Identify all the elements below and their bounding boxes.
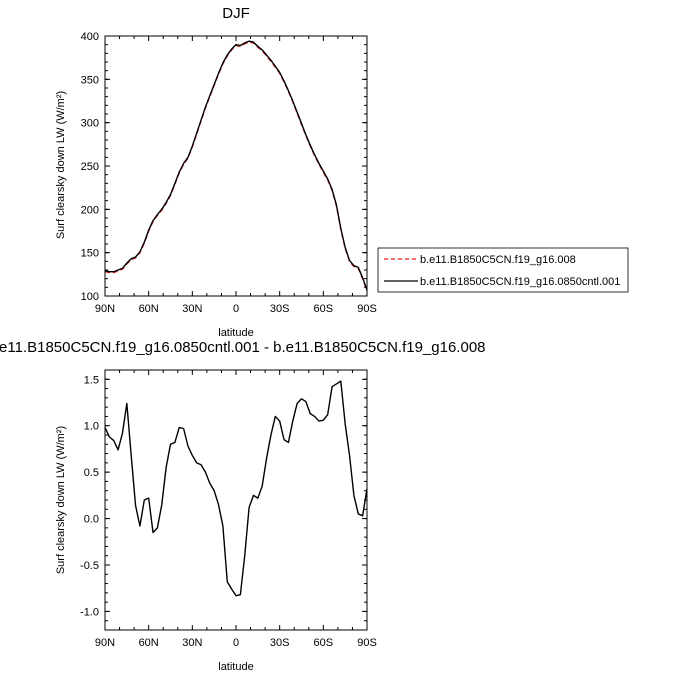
bottom-x-tick-label: 60N bbox=[139, 637, 159, 649]
bottom-y-tick-label: 1.0 bbox=[84, 421, 99, 433]
legend-box bbox=[377, 247, 629, 293]
bottom-x-tick-label: 30N bbox=[182, 637, 202, 649]
top-chart-title: DJF bbox=[222, 5, 250, 22]
top-x-tick-label: 60S bbox=[314, 303, 334, 315]
top-plot-frame bbox=[104, 35, 368, 297]
top-y-tick-label: 350 bbox=[81, 74, 99, 86]
top-y-tick-label: 400 bbox=[81, 31, 99, 43]
bottom-series-line-1 bbox=[104, 380, 368, 597]
top-x-tick-label: 90S bbox=[357, 303, 377, 315]
bottom-y-tick-label: -1.0 bbox=[80, 606, 99, 618]
top-y-tick-label: 100 bbox=[81, 291, 99, 303]
bottom-chart-title: b.e11.B1850C5CN.f19_g16.0850cntl.001 - b… bbox=[0, 339, 485, 356]
top-x-tick-label: 30S bbox=[270, 303, 290, 315]
top-x-tick-label: 90N bbox=[95, 303, 115, 315]
top-x-tick-label: 30N bbox=[182, 303, 202, 315]
legend-label-series-1: b.e11.B1850C5CN.f19_g16.008 bbox=[420, 254, 576, 266]
bottom-plot-frame bbox=[104, 369, 368, 631]
bottom-x-axis-label: latitude bbox=[218, 661, 253, 673]
bottom-y-tick-label: 0.5 bbox=[84, 467, 99, 479]
top-x-axis-label: latitude bbox=[218, 327, 253, 339]
top-x-tick-label: 0 bbox=[233, 303, 239, 315]
legend: b.e11.B1850C5CN.f19_g16.008 b.e11.B1850C… bbox=[377, 247, 629, 293]
top-series-line-2 bbox=[104, 40, 368, 291]
bottom-x-tick-label: 0 bbox=[233, 637, 239, 649]
bottom-y-tick-label: -0.5 bbox=[80, 560, 99, 572]
bottom-x-tick-label: 90S bbox=[357, 637, 377, 649]
top-y-tick-label: 200 bbox=[81, 204, 99, 216]
top-chart: DJF latitude Surf clearsky down LW (W/m²… bbox=[55, 5, 377, 339]
top-series-line-1 bbox=[104, 41, 368, 292]
bottom-x-tick-label: 90N bbox=[95, 637, 115, 649]
bottom-y-tick-label: 0.0 bbox=[84, 514, 99, 526]
top-x-tick-label: 60N bbox=[139, 303, 159, 315]
top-y-tick-label: 250 bbox=[81, 161, 99, 173]
bottom-x-tick-label: 30S bbox=[270, 637, 290, 649]
bottom-x-tick-label: 60S bbox=[314, 637, 334, 649]
top-y-tick-label: 300 bbox=[81, 118, 99, 130]
top-y-tick-label: 150 bbox=[81, 248, 99, 260]
top-y-axis-label: Surf clearsky down LW (W/m²) bbox=[55, 91, 67, 239]
legend-label-series-2: b.e11.B1850C5CN.f19_g16.0850cntl.001 bbox=[420, 276, 620, 288]
bottom-y-axis-label: Surf clearsky down LW (W/m²) bbox=[55, 426, 67, 574]
bottom-chart: b.e11.B1850C5CN.f19_g16.0850cntl.001 - b… bbox=[0, 339, 485, 673]
bottom-y-tick-label: 1.5 bbox=[84, 374, 99, 386]
